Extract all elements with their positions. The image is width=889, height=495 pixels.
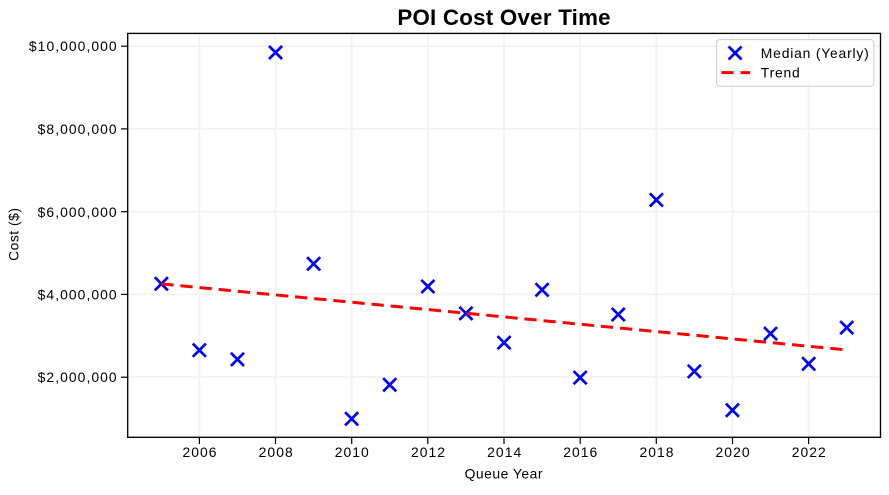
- svg-text:Cost ($): Cost ($): [6, 207, 22, 260]
- svg-text:$8,000,000: $8,000,000: [38, 121, 118, 137]
- svg-text:2010: 2010: [335, 444, 370, 460]
- svg-text:2014: 2014: [487, 444, 522, 460]
- svg-text:2020: 2020: [716, 444, 751, 460]
- svg-text:$6,000,000: $6,000,000: [38, 204, 118, 220]
- svg-text:POI Cost Over Time: POI Cost Over Time: [397, 5, 611, 30]
- svg-text:2006: 2006: [182, 444, 217, 460]
- svg-text:Trend: Trend: [761, 65, 801, 81]
- svg-text:2022: 2022: [792, 444, 827, 460]
- svg-text:Median (Yearly): Median (Yearly): [761, 45, 870, 61]
- svg-text:2018: 2018: [639, 444, 674, 460]
- svg-text:2008: 2008: [259, 444, 294, 460]
- svg-text:$4,000,000: $4,000,000: [38, 287, 118, 303]
- svg-text:2012: 2012: [411, 444, 446, 460]
- svg-text:2016: 2016: [563, 444, 598, 460]
- svg-text:Queue Year: Queue Year: [465, 465, 543, 481]
- svg-text:$2,000,000: $2,000,000: [38, 369, 118, 385]
- svg-text:$10,000,000: $10,000,000: [29, 38, 118, 54]
